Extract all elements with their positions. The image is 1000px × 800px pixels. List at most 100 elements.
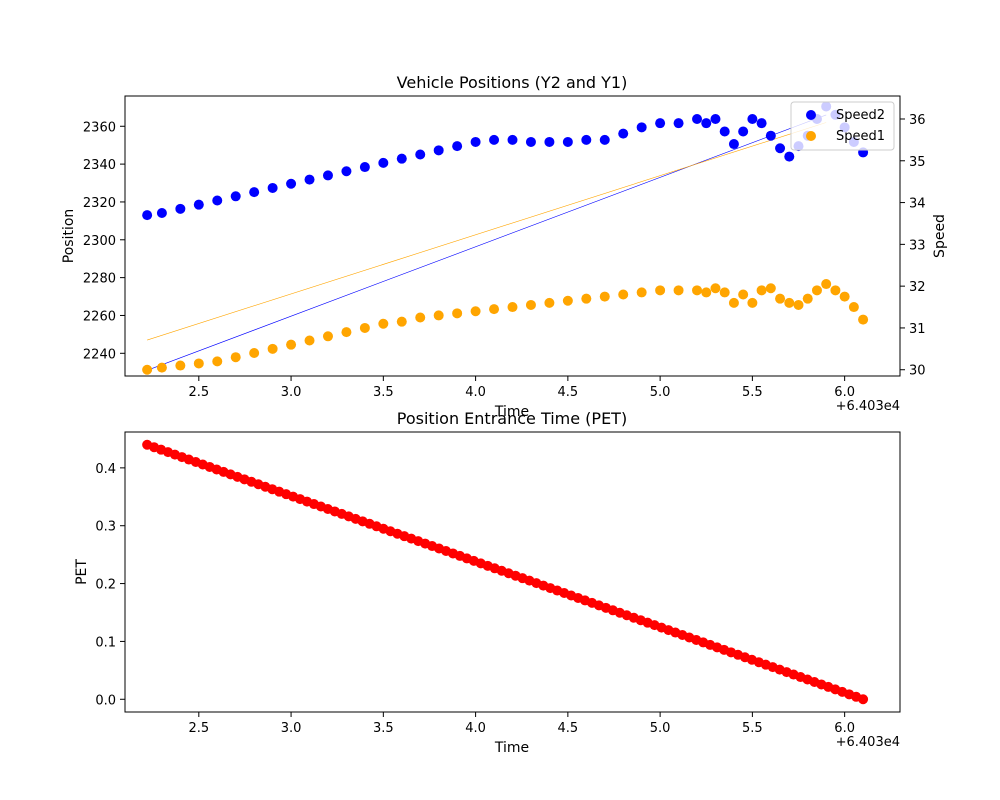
point-speed2 [322,170,333,181]
y-tick-label: 2260 [83,309,116,324]
point-speed1 [156,362,167,373]
y2-tick-label: 36 [909,113,926,128]
y2-tick-label: 32 [909,280,926,295]
point-speed1 [341,327,352,338]
point-speed2 [193,199,204,210]
point-speed2 [396,153,407,164]
y-tick-label: 0.1 [95,635,116,650]
top-x-axis-label: Time [494,404,529,420]
point-speed2 [562,136,573,147]
pet-chart: Position Entrance Time (PET) Time PET +6… [74,409,901,756]
point-speed2 [359,162,370,173]
y-tick-label: 2320 [83,196,116,211]
point-speed1 [839,291,850,302]
point-speed1 [544,297,555,308]
point-speed1 [396,316,407,327]
bottom-x-axis-label: Time [494,740,529,756]
bottom-y-axis-label: PET [74,559,90,585]
point-speed1 [701,287,712,298]
y-tick-label: 2280 [83,272,116,287]
point-speed2 [175,203,186,214]
point-speed1 [142,364,153,375]
point-speed2 [784,151,795,162]
point-speed2 [452,141,463,152]
point-speed1 [175,360,186,371]
point-speed1 [636,287,647,298]
position-line-2 [147,114,827,371]
point-speed2 [636,122,647,133]
point-speed2 [775,143,786,154]
point-speed2 [701,118,712,129]
point-speed1 [858,314,869,325]
point-speed1 [489,304,500,315]
top-chart-title: Vehicle Positions (Y2 and Y1) [397,73,628,92]
y2-tick-label: 31 [909,322,926,337]
y2-tick-label: 34 [909,197,926,212]
point-speed1 [618,289,629,300]
point-speed1 [562,295,573,306]
point-speed2 [765,130,776,141]
y-tick-label: 0.4 [95,462,116,477]
point-speed2 [618,128,629,139]
point-speed2 [156,208,167,219]
point-speed1 [719,287,730,298]
point-speed1 [710,283,721,294]
point-speed1 [286,339,297,350]
x-tick-label: 2.5 [188,721,209,736]
point-speed1 [756,285,767,296]
point-speed1 [765,283,776,294]
point-speed2 [433,145,444,156]
point-speed1 [415,312,426,323]
point-speed2 [142,210,153,221]
point-speed1 [673,285,684,296]
point-speed1 [378,318,389,329]
top-x-offset-label: +6.403e4 [836,399,900,414]
point-speed2 [470,136,481,147]
bottom-pet-points [142,439,869,705]
x-tick-label: 5.5 [742,721,763,736]
point-speed2 [230,191,241,202]
point-speed2 [525,136,536,147]
point-speed2 [267,182,278,193]
top-position-lines [147,114,827,371]
point-speed1 [193,358,204,369]
x-tick-label: 4.0 [465,385,486,400]
bottom-plot-frame [124,431,901,713]
point-speed1 [775,293,786,304]
point-speed1 [848,302,859,313]
y2-tick-label: 33 [909,238,926,253]
point-speed1 [784,297,795,308]
legend-label-speed2: Speed2 [836,108,885,123]
point-speed2 [710,113,721,124]
y-tick-label: 0.3 [95,520,116,535]
point-speed1 [249,348,260,359]
legend-marker-speed1 [806,131,816,141]
point-speed2 [415,149,426,160]
top-legend: Speed2 Speed1 [790,101,895,151]
y-tick-label: 2360 [83,120,116,135]
pet-point [858,694,869,705]
y-tick-label: 2340 [83,158,116,173]
point-speed1 [230,352,241,363]
x-tick-label: 4.0 [465,721,486,736]
x-tick-label: 4.5 [558,385,579,400]
point-speed1 [525,299,536,310]
x-tick-label: 3.5 [373,385,394,400]
y-tick-label: 2240 [83,347,116,362]
point-speed2 [673,118,684,129]
legend-marker-speed2 [806,110,816,120]
point-speed1 [830,285,841,296]
point-speed2 [507,134,518,145]
x-tick-label: 6.0 [834,721,855,736]
top-plot-frame [124,95,901,377]
point-speed2 [738,126,749,137]
top-y-axis-label: Position [61,209,77,264]
top-speed-points [142,101,869,375]
point-speed2 [728,139,739,150]
point-speed1 [821,279,832,290]
point-speed1 [267,343,278,354]
point-speed2 [212,195,223,206]
point-speed1 [322,331,333,342]
point-speed1 [452,308,463,319]
point-speed2 [756,118,767,129]
